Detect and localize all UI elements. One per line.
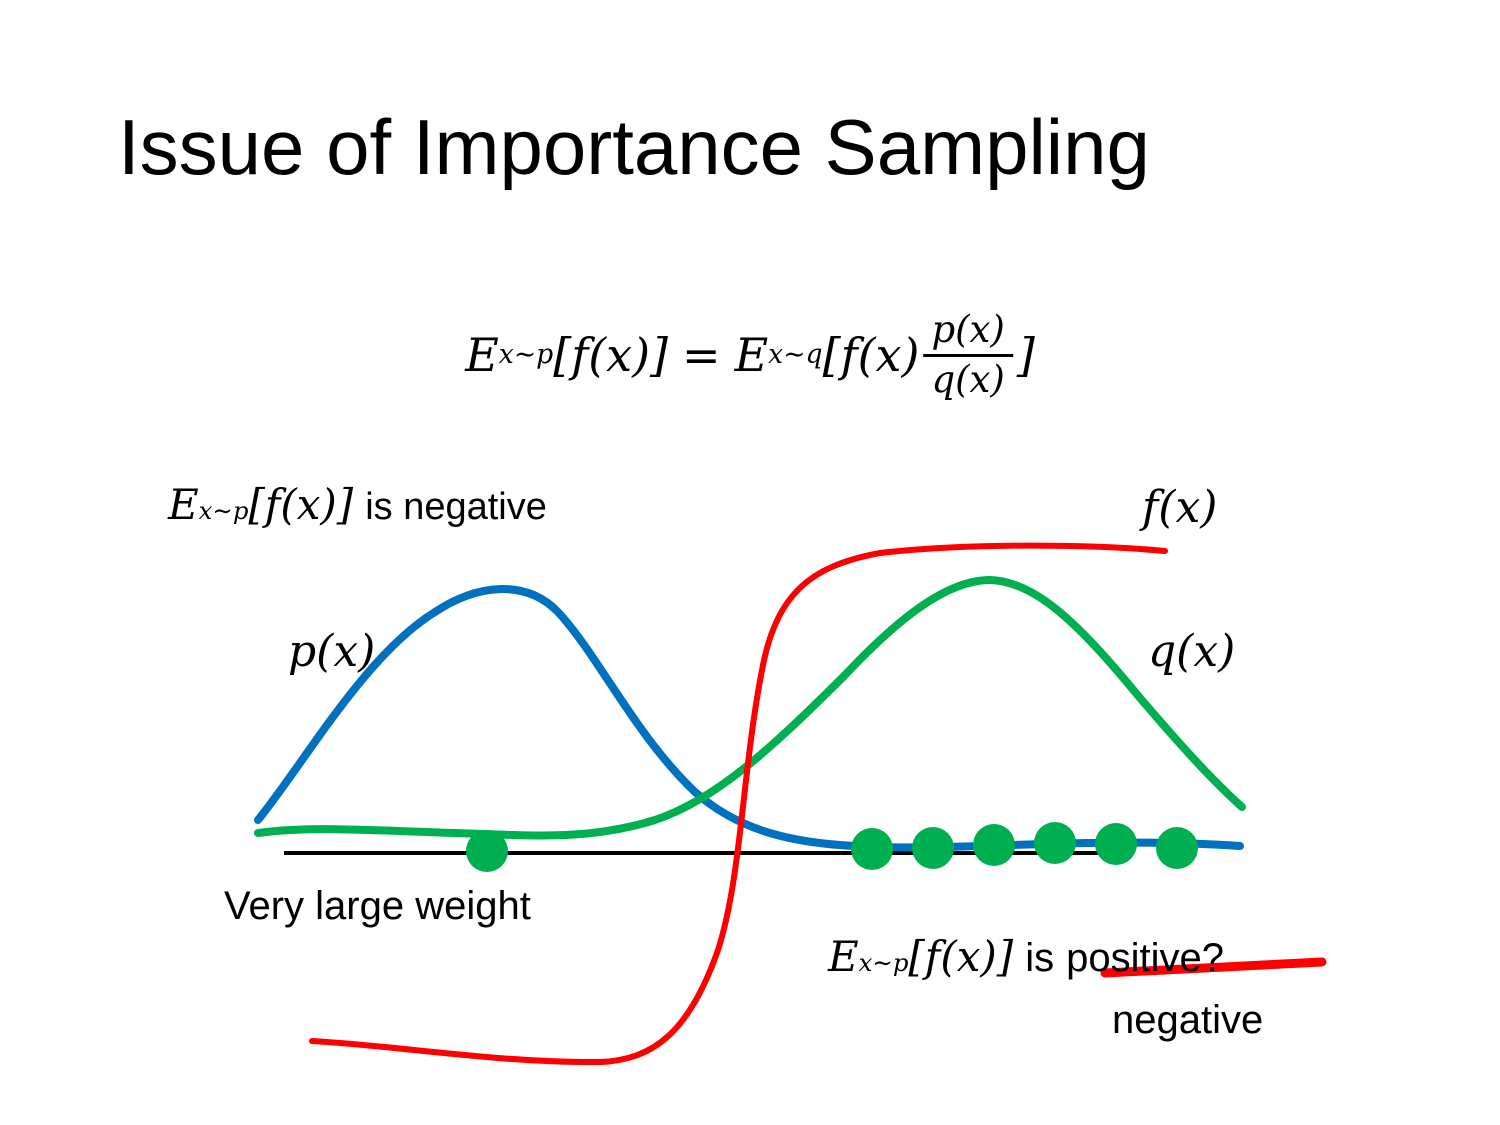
q-curve-label: q(x): [1148, 626, 1236, 677]
formula-rhs-E: E: [734, 328, 769, 383]
f-curve-label: f(x): [1142, 482, 1218, 533]
note-left-bracket: [f(x)]: [248, 480, 354, 529]
formula-rhs-open: [f(x): [822, 328, 920, 383]
note-left-text: is negative: [365, 486, 547, 528]
struck-word-positive: positive?: [1066, 936, 1224, 980]
slide-title: Issue of Importance Sampling: [118, 103, 1150, 191]
sample-dot: [1034, 822, 1076, 864]
q-curve: [254, 575, 1246, 840]
note-right-E: E: [828, 932, 859, 981]
fraction-numerator: p(x): [923, 309, 1013, 357]
note-right-bracket: [f(x)]: [908, 932, 1014, 981]
p-curve: [254, 585, 1244, 852]
fraction-denominator: q(x): [931, 357, 1005, 401]
note-right-is: is: [1025, 936, 1055, 980]
sample-dot: [912, 827, 954, 869]
formula-weight-fraction: p(x) q(x): [923, 309, 1013, 401]
formula-equals: =: [682, 328, 721, 383]
sample-dot: [1095, 823, 1137, 865]
very-large-weight-note: Very large weight: [224, 884, 531, 928]
sample-dot: [973, 824, 1015, 866]
correction-word-negative: negative: [1112, 998, 1264, 1042]
sample-dot: [1156, 827, 1198, 869]
p-curve-label: p(x): [288, 626, 376, 677]
f-curve: [309, 542, 1168, 1066]
formula-lhs-bracket: [f(x)]: [553, 328, 669, 383]
note-left-E: E: [168, 480, 199, 529]
strikethrough-line: [1100, 957, 1327, 978]
formula-lhs-E: E: [465, 328, 499, 383]
sample-dot: [466, 830, 508, 872]
sample-dot: [851, 828, 893, 870]
formula-rhs-close: ]: [1016, 328, 1035, 383]
